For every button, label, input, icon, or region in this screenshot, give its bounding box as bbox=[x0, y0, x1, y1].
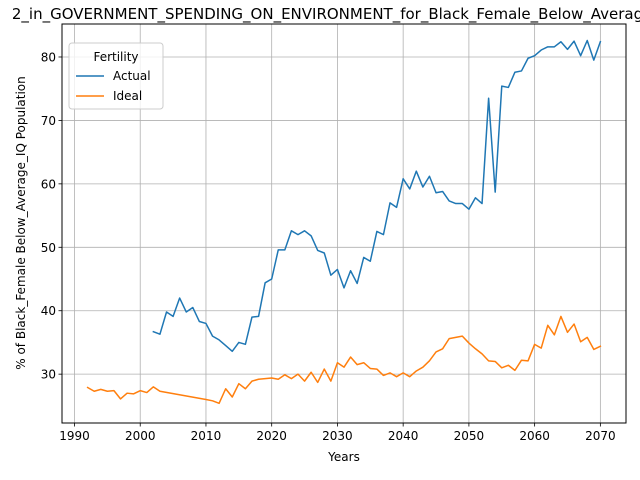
plot-frame bbox=[61, 23, 627, 424]
x-tick-label: 2050 bbox=[454, 429, 485, 443]
x-axis-ticks: 1990 2000 2010 2020 2030 2040 2050 2060 2070 bbox=[59, 423, 616, 443]
y-axis-ticks: 30 40 50 60 70 80 bbox=[41, 50, 62, 382]
y-tick-label: 60 bbox=[41, 177, 56, 191]
legend-label-ideal: Ideal bbox=[113, 89, 142, 103]
chart-title: 2_in_GOVERNMENT_SPENDING_ON_ENVIRONMENT_… bbox=[12, 5, 640, 24]
x-tick-label: 1990 bbox=[59, 429, 90, 443]
x-tick-label: 2040 bbox=[388, 429, 419, 443]
legend: Fertility Actual Ideal bbox=[68, 42, 164, 110]
y-axis-label: % of Black_Female Below_Average_IQ Popul… bbox=[14, 76, 28, 370]
legend-box bbox=[68, 42, 164, 110]
series-layer bbox=[86, 39, 602, 405]
grid bbox=[62, 24, 626, 423]
x-tick-label: 2030 bbox=[322, 429, 353, 443]
x-tick-label: 2000 bbox=[125, 429, 156, 443]
legend-label-actual: Actual bbox=[113, 69, 151, 83]
y-tick-label: 50 bbox=[41, 241, 56, 255]
x-axis-label: Years bbox=[327, 450, 360, 464]
y-tick-label: 40 bbox=[41, 304, 56, 318]
x-tick-label: 2070 bbox=[585, 429, 616, 443]
x-tick-label: 2060 bbox=[519, 429, 550, 443]
x-tick-label: 2010 bbox=[191, 429, 222, 443]
y-tick-label: 70 bbox=[41, 114, 56, 128]
x-tick-label: 2020 bbox=[256, 429, 287, 443]
series-line-actual bbox=[152, 39, 602, 353]
legend-title: Fertility bbox=[93, 50, 138, 64]
y-tick-label: 80 bbox=[41, 50, 56, 64]
y-tick-label: 30 bbox=[41, 368, 56, 382]
series-line-ideal bbox=[86, 315, 602, 405]
